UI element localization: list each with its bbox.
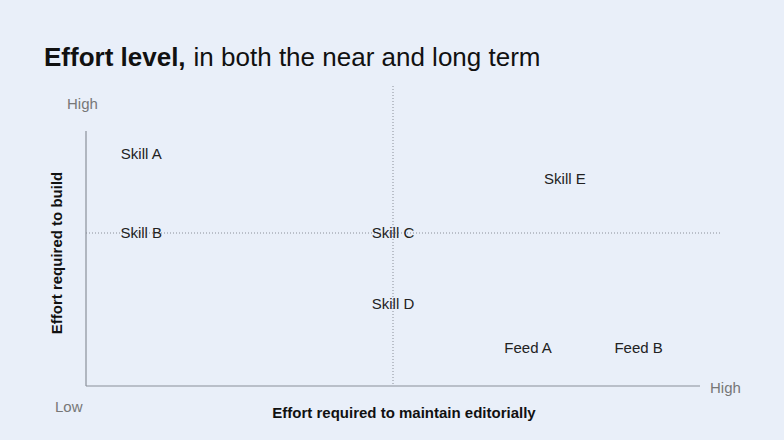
chart-root: Effort level, in both the near and long t… bbox=[0, 0, 784, 440]
point-label: Skill C bbox=[372, 224, 415, 241]
low-label: Low bbox=[55, 398, 83, 415]
y-axis bbox=[85, 131, 86, 386]
chart: Effort level, in both the near and long t… bbox=[0, 0, 784, 440]
y-high-label: High bbox=[67, 95, 98, 112]
point-label: Skill D bbox=[372, 295, 415, 312]
x-axis-label: Effort required to maintain editorially bbox=[272, 404, 536, 421]
x-axis bbox=[86, 385, 700, 386]
point-label: Feed A bbox=[504, 339, 552, 356]
subtitle: in both the near and long term bbox=[194, 42, 541, 72]
x-high-label: High bbox=[710, 379, 741, 396]
points: Skill A Skill B Skill C Skill D Skill E Feed … bbox=[120, 145, 662, 356]
point-label: Skill E bbox=[544, 170, 586, 187]
title-bold: Effort level, bbox=[44, 42, 186, 72]
title: Effort level, in both the near and long t… bbox=[44, 42, 541, 72]
y-axis-label: Effort required to build bbox=[48, 172, 65, 335]
point-label: Skill B bbox=[120, 224, 162, 241]
point-label: Skill A bbox=[121, 145, 162, 162]
point-label: Feed B bbox=[614, 339, 662, 356]
